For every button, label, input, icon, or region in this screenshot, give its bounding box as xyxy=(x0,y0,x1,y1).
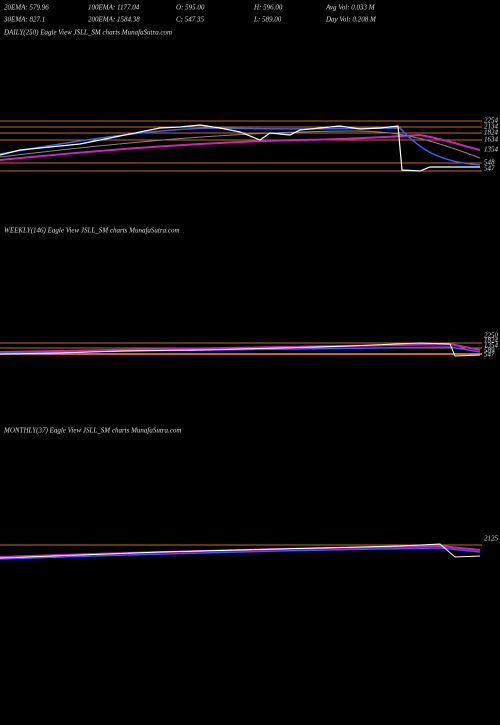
price-level: 1354 xyxy=(484,342,499,350)
header-stat: Day Vol: 0.208 M xyxy=(325,16,377,24)
header-stat: 30EMA: 827.1 xyxy=(3,16,45,24)
price-level: 547 xyxy=(484,165,495,173)
panel-label: WEEKLY(146) Eagle View JSLL_SM charts Mu… xyxy=(4,227,180,235)
price-level: 2250 xyxy=(484,332,499,340)
header-stat: 200EMA: 1584.38 xyxy=(88,16,140,24)
price-level: 1824 xyxy=(484,129,499,137)
monthly-plot xyxy=(0,543,482,560)
price-level: 1634 xyxy=(484,136,499,144)
header-stat: H: 596.00 xyxy=(253,4,283,12)
header-stat: O: 595.00 xyxy=(176,4,205,12)
price-level: 2254 xyxy=(484,117,499,125)
daily-plot xyxy=(0,120,482,172)
price-level: 2125 xyxy=(484,535,499,543)
header-stat: 20EMA: 579.96 xyxy=(4,4,49,12)
price-level: 548 xyxy=(484,159,495,167)
header-stat: Avg Vol: 0.033 M xyxy=(325,4,376,12)
price-level: 547 xyxy=(484,351,495,359)
header-stat: L: 589.00 xyxy=(253,16,282,24)
price-level: 1824 xyxy=(484,337,499,345)
header-stat: 100EMA: 1177.04 xyxy=(88,4,140,12)
panel-label: MONTHLY(37) Eagle View JSLL_SM charts Mu… xyxy=(3,427,181,435)
header-stat: C: 547.35 xyxy=(176,16,205,24)
price-level: 589 xyxy=(484,347,495,355)
price-level: 2134 xyxy=(484,123,499,131)
weekly-plot xyxy=(0,342,482,357)
panel-label: DAILY(250) Eagle View JSLL_SM charts Mun… xyxy=(3,29,172,37)
price-level: 1354 xyxy=(484,146,499,154)
